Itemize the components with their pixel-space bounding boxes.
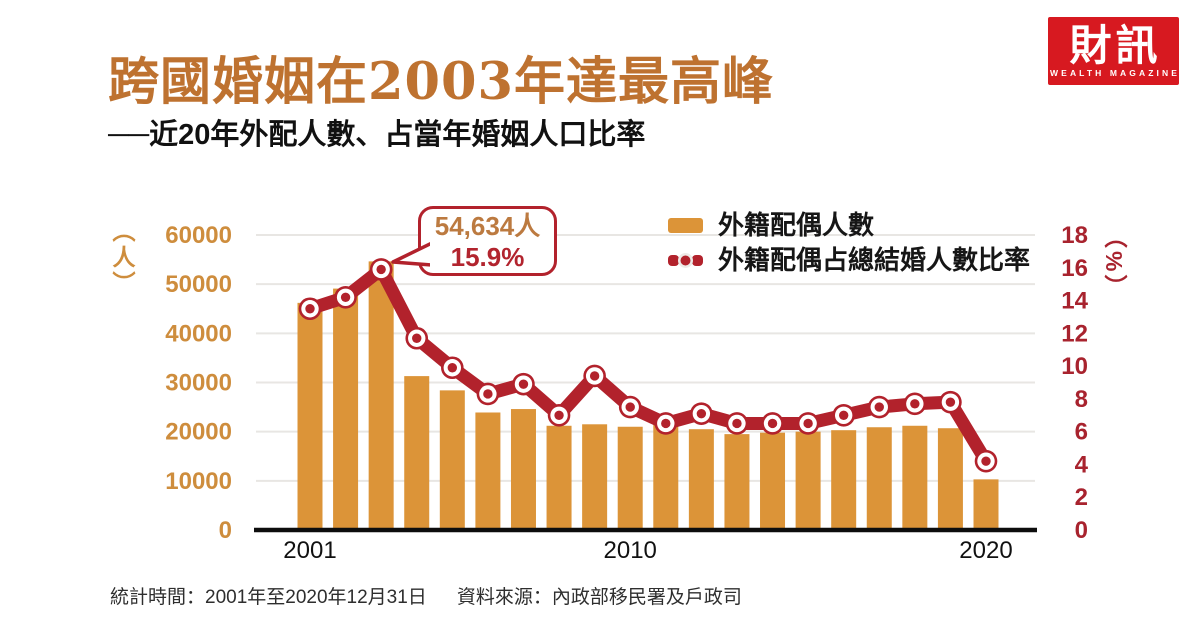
peak-annotation-percent: 15.9%: [450, 242, 525, 272]
point-core-2011: [661, 418, 671, 429]
right-axis-tick-6: 6: [1075, 419, 1088, 446]
bar-2020: [973, 479, 999, 530]
right-axis-tick-16: 16: [1061, 255, 1088, 282]
bar-2017: [866, 427, 892, 530]
bar-2003: [368, 261, 394, 530]
peak-annotation-bubble: 54,634人 15.9%: [418, 206, 557, 276]
left-axis-tick-20000: 20000: [165, 419, 232, 446]
right-axis-tick-2: 2: [1075, 484, 1088, 511]
point-core-2020: [981, 456, 991, 466]
bar-2019: [937, 428, 963, 530]
legend-label-bar: 外籍配偶人數: [718, 210, 875, 240]
right-axis-tick-14: 14: [1061, 288, 1088, 315]
point-core-2008: [554, 410, 564, 420]
peak-annotation-count: 54,634人: [434, 211, 541, 241]
legend-label-line: 外籍配偶占總結婚人數比率: [718, 245, 1031, 275]
stat-time-text: 統計時間：2001年至2020年12月31日: [110, 587, 427, 608]
page-title: 跨國婚姻在2003年達最高峰: [108, 52, 774, 112]
bar-2011: [653, 424, 679, 530]
right-axis-tick-18: 18: [1061, 222, 1088, 249]
bar-2014: [760, 432, 786, 530]
bar-2002: [333, 288, 359, 530]
point-core-2012: [696, 408, 707, 419]
data-source-text: 資料來源：內政部移民署及戶政司: [456, 587, 742, 608]
point-core-2010: [625, 402, 635, 412]
bar-2008: [546, 425, 572, 530]
annotation-tail-icon: [391, 241, 430, 267]
point-core-2018: [910, 399, 920, 409]
point-core-2004: [412, 333, 422, 343]
x-axis-tick-2010: 2010: [604, 537, 657, 564]
bar-2009: [582, 424, 608, 530]
logo-text-zh: 財訊: [1069, 20, 1162, 70]
point-core-2016: [838, 410, 849, 420]
left-axis-tick-30000: 30000: [165, 370, 232, 397]
bar-2006: [475, 412, 501, 530]
left-axis-tick-60000: 60000: [165, 222, 232, 249]
footer-note: 統計時間：2001年至2020年12月31日 資料來源：內政部移民署及戶政司: [110, 582, 742, 609]
left-axis-tick-10000: 10000: [165, 468, 232, 495]
right-axis-tick-4: 4: [1075, 451, 1089, 478]
point-core-2003: [376, 264, 386, 275]
left-axis-tick-40000: 40000: [165, 320, 232, 347]
bar-2010: [617, 426, 643, 530]
point-core-2002: [340, 292, 351, 302]
bar-2007: [510, 409, 536, 530]
point-core-2013: [732, 418, 742, 429]
wealth-magazine-logo: 財訊 WEALTH MAGAZINE: [1048, 17, 1179, 85]
left-axis-unit-label: （人）: [109, 219, 135, 297]
legend-item-line: 外籍配偶占總結婚人數比率: [668, 246, 1030, 274]
point-core-2015: [803, 418, 813, 429]
page-subtitle: ──近20年外配人數、占當年婚姻人口比率: [108, 119, 646, 151]
point-core-2005: [447, 363, 458, 373]
left-axis-tick-50000: 50000: [165, 271, 232, 298]
bar-2015: [795, 431, 821, 530]
x-axis-tick-2001: 2001: [283, 537, 336, 564]
bar-2005: [439, 390, 465, 530]
right-axis-tick-0: 0: [1075, 517, 1088, 544]
right-axis-unit-label: （%）: [1101, 225, 1127, 301]
point-core-2019: [945, 397, 956, 407]
point-core-2009: [589, 371, 600, 381]
bar-2001: [297, 302, 323, 530]
right-axis-tick-12: 12: [1061, 320, 1088, 347]
bar-2013: [724, 434, 750, 530]
point-core-2001: [305, 304, 315, 314]
bar-2012: [688, 429, 714, 530]
right-axis-tick-10: 10: [1061, 353, 1088, 380]
logo-text-en: WEALTH MAGAZINE: [1050, 67, 1180, 78]
bar-2018: [902, 425, 928, 530]
point-core-2007: [518, 379, 529, 389]
legend-item-bar: 外籍配偶人數: [668, 211, 1030, 239]
bar-series-swatch-icon: [668, 217, 703, 233]
left-axis-tick-0: 0: [219, 517, 232, 544]
bar-2016: [831, 430, 857, 530]
point-core-2014: [767, 418, 778, 429]
line-series-swatch-icon: [668, 253, 703, 268]
bar-2004: [404, 376, 430, 530]
point-core-2017: [874, 402, 884, 412]
point-core-2006: [483, 389, 493, 399]
x-axis-tick-2020: 2020: [959, 537, 1012, 564]
right-axis-tick-8: 8: [1075, 386, 1088, 413]
chart-legend: 外籍配偶人數 外籍配偶占總結婚人數比率: [668, 211, 1030, 281]
